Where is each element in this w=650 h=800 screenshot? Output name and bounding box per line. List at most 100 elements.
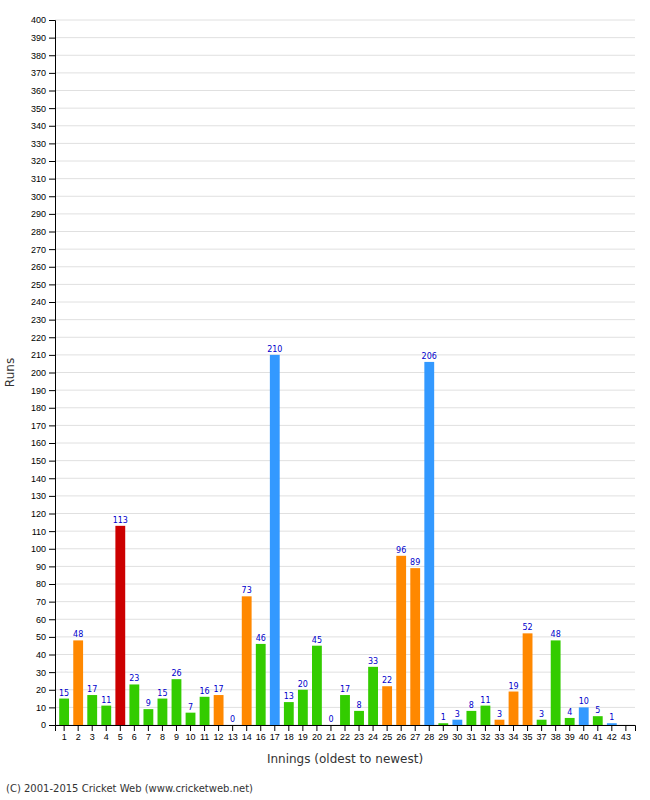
x-tick-label: 32 (480, 732, 490, 742)
x-tick-mark (401, 725, 402, 731)
grid-line (55, 319, 635, 320)
x-tick: 9 (174, 725, 179, 742)
y-tick: 300 (31, 192, 55, 202)
data-label: 11 (480, 696, 490, 705)
y-tick: 140 (31, 474, 55, 484)
x-tick-mark (288, 725, 289, 731)
bar (523, 633, 533, 725)
bar (495, 720, 505, 725)
x-tick-mark (232, 725, 233, 731)
x-tick: 22 (340, 725, 350, 742)
x-tick-label: 13 (228, 732, 238, 742)
y-tick-label: 210 (31, 350, 46, 360)
y-tick: 50 (36, 632, 55, 642)
x-tick-label: 24 (368, 732, 378, 742)
x-tick: 23 (354, 725, 364, 742)
bar (242, 596, 252, 725)
grid-line (55, 284, 635, 285)
data-label: 3 (539, 710, 544, 719)
x-tick-mark (527, 725, 528, 731)
grid-line (55, 354, 635, 355)
x-tick-label: 1 (62, 732, 67, 742)
x-axis: 1234567891011121314161718192021222324252… (56, 725, 636, 742)
y-tick-label: 190 (31, 386, 46, 396)
grid-line (55, 601, 635, 602)
x-tick-mark (190, 725, 191, 731)
y-tick: 130 (31, 491, 55, 501)
bar (396, 556, 406, 725)
x-tick-mark (387, 725, 388, 731)
y-tick-label: 250 (31, 280, 46, 290)
y-tick-label: 280 (31, 227, 46, 237)
x-tick: 38 (551, 725, 561, 742)
y-tick-label: 310 (31, 174, 46, 184)
data-label: 46 (256, 634, 266, 643)
y-tick-mark (49, 196, 55, 197)
x-tick-label: 23 (354, 732, 364, 742)
x-tick-mark (106, 725, 107, 731)
bar (340, 695, 350, 725)
grid-line (55, 672, 635, 673)
y-tick: 90 (36, 562, 55, 572)
x-tick-mark (64, 725, 65, 731)
x-tick-mark (499, 725, 500, 731)
x-tick-mark (316, 725, 317, 731)
grid-line (55, 249, 635, 250)
x-tick-mark (134, 725, 135, 731)
y-tick-label: 270 (31, 245, 46, 255)
y-tick-mark (49, 584, 55, 585)
x-tick-label: 29 (438, 732, 448, 742)
x-tick-label: 26 (396, 732, 406, 742)
y-tick-mark (49, 337, 55, 338)
data-label: 7 (188, 703, 193, 712)
grid-line (55, 619, 635, 620)
y-tick-mark (49, 390, 55, 391)
y-tick: 310 (31, 174, 55, 184)
y-tick-label: 120 (31, 509, 46, 519)
x-tick: 18 (284, 725, 294, 742)
x-tick-label: 39 (565, 732, 575, 742)
y-tick-label: 80 (36, 579, 46, 589)
y-tick: 200 (31, 368, 55, 378)
y-tick: 270 (31, 245, 55, 255)
y-tick-label: 10 (36, 703, 46, 713)
x-tick-label: 40 (579, 732, 589, 742)
data-label: 0 (230, 715, 235, 724)
x-tick: 28 (424, 725, 434, 742)
grid-line (55, 213, 635, 214)
y-tick-mark (49, 179, 55, 180)
data-label: 13 (284, 692, 294, 701)
data-label: 33 (368, 657, 378, 666)
bar (228, 725, 238, 726)
x-tick-mark (120, 725, 121, 731)
x-tick-label: 14 (242, 732, 252, 742)
grid-line (55, 548, 635, 549)
x-tick-label: 20 (312, 732, 322, 742)
data-label: 22 (382, 676, 392, 685)
bar (579, 707, 589, 725)
bar (481, 706, 491, 725)
footer: (C) 2001-2015 Cricket Web (www.cricketwe… (6, 783, 253, 794)
y-tick-label: 150 (31, 456, 46, 466)
y-tick-label: 360 (31, 86, 46, 96)
x-tick-label: 28 (424, 732, 434, 742)
x-tick-mark (246, 725, 247, 731)
bar (298, 690, 308, 725)
y-tick-label: 30 (36, 668, 46, 678)
x-tick-label: 42 (607, 732, 617, 742)
y-tick-label: 220 (31, 333, 46, 343)
x-tick-mark (569, 725, 570, 731)
y-tick-label: 290 (31, 209, 46, 219)
bar (509, 692, 519, 725)
x-tick-mark (176, 725, 177, 731)
grid-line (55, 425, 635, 426)
x-tick: 8 (160, 725, 165, 742)
grid-line (55, 37, 635, 38)
data-label: 4 (567, 708, 572, 717)
y-tick-label: 110 (32, 527, 46, 537)
y-tick: 380 (31, 51, 55, 61)
y-tick-label: 20 (36, 685, 46, 695)
y-tick-label: 330 (31, 139, 46, 149)
y-tick-label: 320 (31, 156, 46, 166)
grid-line (55, 108, 635, 109)
